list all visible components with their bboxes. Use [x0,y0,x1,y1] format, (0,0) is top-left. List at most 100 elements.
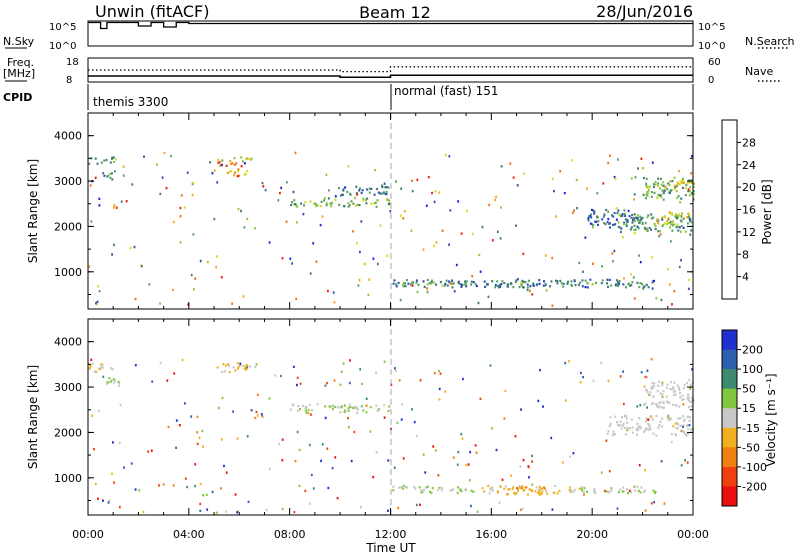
heatmap-cell [608,470,611,473]
heatmap-cell [645,229,648,233]
heatmap-cell [680,429,683,433]
nave-line [88,66,693,73]
heatmap-cell [347,205,350,208]
heatmap-cell [572,490,575,493]
heatmap-cell [134,488,137,491]
heatmap-cell [687,399,690,402]
heatmap-cell [207,260,209,264]
heatmap-cell [644,388,647,392]
heatmap-cell [387,186,390,189]
heatmap-cell [472,281,475,284]
heatmap-cell [357,408,359,411]
heatmap-cell [616,212,619,215]
heatmap-cell [622,424,625,427]
x-tick-label: 16:00 [475,528,507,541]
heatmap-cell [194,463,197,466]
heatmap-cell [163,151,166,155]
heatmap-cell [669,381,672,384]
heatmap-cell [466,209,468,213]
heatmap-cell [638,464,641,467]
heatmap-cell [644,509,647,512]
heatmap-cell [676,223,679,226]
heatmap-cell [215,511,218,514]
heatmap-cell [614,223,617,226]
freq-line [88,74,693,78]
heatmap-cell [663,189,666,192]
heatmap-cell [366,188,369,191]
heatmap-cell [624,433,627,436]
heatmap-cell [622,490,625,493]
colorbar-tick-label: 4 [742,271,749,284]
heatmap-cell [644,489,646,492]
heatmap-cell [254,416,257,420]
power-y-ticks: 1000 2000 3000 4000 [54,130,693,295]
y-tick-label: 3000 [54,381,82,394]
heatmap-cell [374,168,376,172]
heatmap-cell [661,417,664,420]
heatmap-cell [280,374,282,378]
heatmap-cell [243,367,246,370]
heatmap-cell [358,204,361,207]
heatmap-cell [633,228,636,232]
heatmap-cell [243,173,246,176]
heatmap-cell [657,193,660,196]
heatmap-cell [196,415,199,419]
heatmap-cell [111,156,114,160]
station-title: Unwin (fitACF) [95,2,209,21]
heatmap-cell [260,413,263,416]
heatmap-cell [217,406,220,410]
heatmap-cell [199,482,202,486]
heatmap-cell [633,213,636,216]
heatmap-cell [113,243,115,247]
heatmap-cell [649,391,652,394]
heatmap-cell [681,399,684,402]
heatmap-cell [593,210,596,213]
heatmap-cell [608,491,611,494]
heatmap-cell [661,381,664,384]
heatmap-cell [690,428,692,431]
heatmap-cell [575,178,578,182]
heatmap-cell [102,172,105,175]
heatmap-cell [291,404,294,407]
heatmap-cell [679,392,681,395]
heatmap-cell [662,401,665,404]
heatmap-cell [638,221,641,224]
heatmap-cell [646,369,649,372]
heatmap-cell [336,497,339,500]
heatmap-cell [512,176,515,179]
nave-tick-bottom: 0 [708,75,714,86]
heatmap-cell [107,501,110,504]
heatmap-cell [668,417,671,420]
heatmap-cell [690,172,693,175]
heatmap-cell [587,219,590,222]
heatmap-cell [681,212,683,215]
heatmap-cell [675,225,678,228]
heatmap-cell [281,438,284,441]
heatmap-cell [372,257,375,260]
heatmap-cell [487,484,490,487]
heatmap-cell [118,506,121,509]
heatmap-cell [386,254,389,257]
velocity-colorbar-label: Velocity [m s⁻¹] [764,373,778,466]
heatmap-cell [294,459,297,463]
heatmap-cell [140,265,143,268]
heatmap-cell [545,289,548,292]
heatmap-cell [309,200,312,203]
heatmap-cell [312,242,315,245]
heatmap-cell [96,162,99,165]
heatmap-cell [636,225,639,228]
heatmap-cell [672,393,675,397]
heatmap-cell [332,291,335,294]
heatmap-cell [499,237,502,240]
heatmap-cell [514,435,517,438]
heatmap-cell [606,278,609,281]
heatmap-cell [423,285,426,288]
heatmap-cell [689,416,692,419]
heatmap-cell [469,450,472,454]
velocity-y-axis-label: Slant Range [km] [26,365,40,469]
heatmap-cell [179,215,182,218]
heatmap-cell [675,185,678,188]
heatmap-cell [402,283,404,286]
heatmap-cell [626,429,629,432]
heatmap-cell [245,367,248,370]
